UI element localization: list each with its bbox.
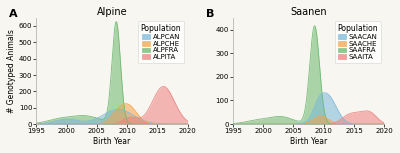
Title: Alpine: Alpine xyxy=(97,7,127,17)
Y-axis label: # Genotyped Animals: # Genotyped Animals xyxy=(7,29,16,113)
Title: Saanen: Saanen xyxy=(290,7,327,17)
Text: A: A xyxy=(9,9,18,19)
Text: B: B xyxy=(206,9,214,19)
X-axis label: Birth Year: Birth Year xyxy=(290,137,327,146)
Legend: SAACAN, SAACHE, SAAFRA, SAAITA: SAACAN, SAACHE, SAAFRA, SAAITA xyxy=(334,21,381,63)
X-axis label: Birth Year: Birth Year xyxy=(93,137,131,146)
Legend: ALPCAN, ALPCHE, ALPFRA, ALPITA: ALPCAN, ALPCHE, ALPFRA, ALPITA xyxy=(138,21,184,63)
